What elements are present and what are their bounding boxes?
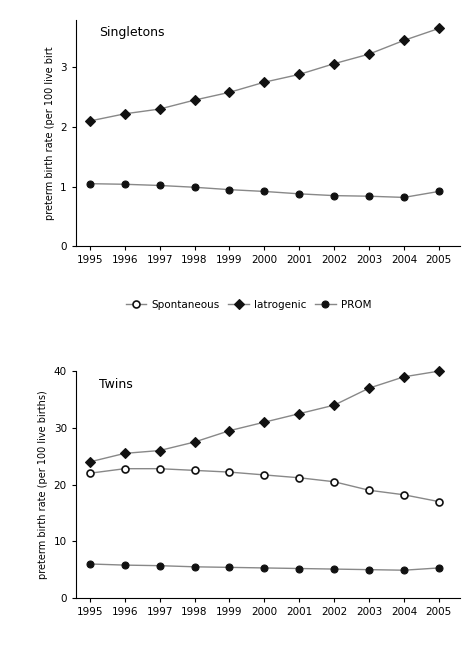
Y-axis label: preterm birth rate (per 100 live births): preterm birth rate (per 100 live births) — [38, 390, 48, 579]
Y-axis label: preterm birth rate (per 100 live birt: preterm birth rate (per 100 live birt — [45, 46, 55, 220]
Legend: Spontaneous, Iatrogenic, PROM: Spontaneous, Iatrogenic, PROM — [121, 295, 376, 314]
Text: Singletons: Singletons — [99, 26, 164, 39]
Text: Twins: Twins — [99, 378, 133, 391]
